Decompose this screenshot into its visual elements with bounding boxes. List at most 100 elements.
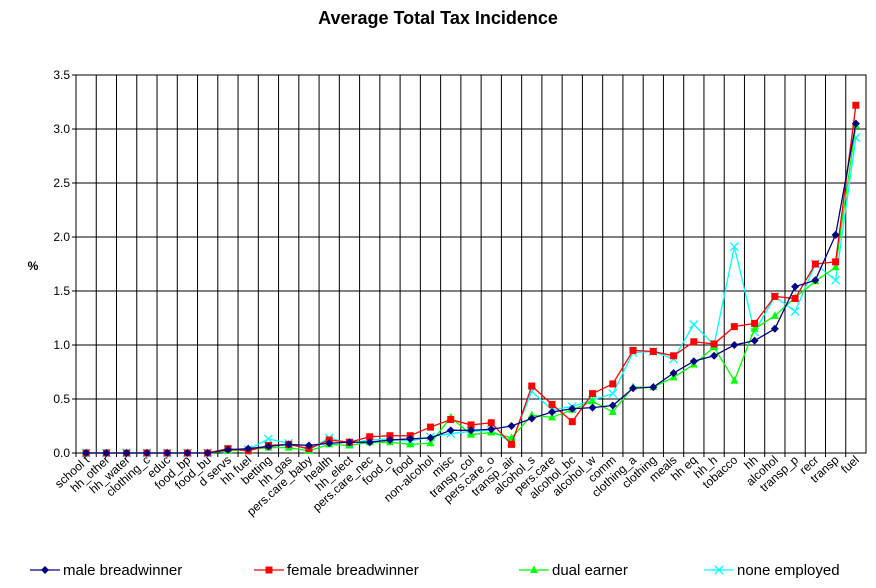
data-point	[265, 566, 273, 574]
data-point	[689, 320, 699, 329]
x-tick-labels: school thh_otherhh_waterclothing_ceducfo…	[52, 452, 862, 518]
data-point	[568, 404, 577, 413]
data-point	[710, 340, 718, 348]
data-point	[426, 433, 435, 442]
data-point	[304, 441, 313, 450]
plot-frame	[75, 74, 867, 454]
data-point	[729, 242, 739, 252]
data-point	[82, 449, 91, 457]
data-point	[548, 412, 557, 421]
series-line	[86, 125, 857, 454]
series-dual-earner	[82, 121, 860, 456]
y-tick-label: 0.0	[53, 446, 70, 460]
data-point	[852, 101, 860, 109]
legend: male breadwinner female breadwinner dual e…	[30, 562, 840, 579]
data-point	[730, 323, 738, 331]
data-point	[608, 401, 617, 410]
data-point	[142, 449, 151, 457]
legend-item: none employed	[704, 562, 840, 579]
data-point	[366, 433, 374, 441]
data-point	[689, 357, 698, 366]
data-point	[629, 346, 637, 354]
series-female-breadwinner	[82, 101, 860, 457]
series-male-breadwinner	[82, 119, 860, 457]
data-point	[527, 414, 536, 423]
axes	[75, 74, 867, 454]
y-tick-label: 2.5	[53, 176, 70, 190]
data-point	[386, 432, 394, 440]
data-point	[832, 258, 840, 266]
legend-item: female breadwinner	[254, 562, 419, 579]
data-point	[183, 449, 192, 457]
data-point	[831, 230, 840, 239]
data-point	[730, 376, 739, 384]
y-tick-label: 0.5	[53, 392, 70, 406]
data-point	[831, 275, 841, 285]
data-point	[790, 307, 800, 316]
data-point	[608, 407, 617, 415]
data-point	[487, 419, 495, 427]
data-point	[750, 324, 759, 332]
data-point	[508, 440, 516, 448]
data-point	[750, 336, 759, 345]
data-point	[710, 351, 719, 360]
data-point	[406, 434, 415, 443]
data-point	[530, 565, 538, 573]
data-point	[447, 416, 455, 424]
data-point	[467, 426, 475, 435]
data-point	[629, 384, 638, 393]
gridlines	[76, 74, 866, 454]
chart-title: Average Total Tax Incidence	[318, 8, 558, 28]
data-point	[426, 438, 435, 447]
legend-label: dual earner	[552, 562, 628, 579]
data-point	[649, 383, 658, 392]
data-point	[811, 276, 820, 285]
data-point	[264, 442, 273, 451]
data-point	[487, 425, 496, 434]
data-point	[528, 382, 536, 390]
y-tick-label: 3.0	[53, 122, 70, 136]
data-point	[608, 389, 618, 399]
data-point	[507, 422, 516, 430]
data-point	[609, 380, 617, 388]
data-point	[690, 338, 698, 346]
data-point	[203, 449, 212, 457]
y-tick-label: 2.0	[53, 230, 70, 244]
series-none-employed	[81, 133, 861, 458]
data-point	[791, 295, 799, 303]
data-point	[223, 445, 232, 454]
data-point	[670, 352, 678, 360]
data-point	[365, 438, 374, 447]
data-point	[284, 440, 293, 449]
data-point	[385, 436, 394, 445]
legend-item: male breadwinner	[30, 562, 182, 579]
data-point	[548, 400, 556, 408]
data-point	[406, 439, 415, 448]
y-tick-label: 1.5	[53, 284, 70, 298]
series-line	[86, 105, 857, 454]
data-point	[102, 449, 111, 457]
data-point	[568, 418, 576, 426]
data-point	[831, 262, 840, 271]
data-point	[771, 292, 779, 300]
data-point	[263, 434, 273, 444]
data-point	[751, 319, 759, 327]
data-point	[811, 260, 819, 268]
data-point	[548, 407, 557, 416]
data-point	[730, 341, 739, 349]
series-line	[86, 137, 857, 454]
data-point	[588, 396, 597, 405]
data-point	[770, 324, 779, 333]
data-point	[714, 565, 724, 575]
legend-item: dual earner	[519, 562, 628, 579]
y-axis-label: %	[28, 259, 39, 273]
data-point	[669, 369, 678, 378]
data-point	[589, 390, 597, 398]
data-point	[588, 403, 597, 412]
data-point	[41, 566, 49, 574]
x-tick-label: fuel	[838, 453, 862, 476]
data-point	[325, 439, 334, 448]
legend-label: female breadwinner	[287, 562, 419, 579]
y-tick-labels: 0.0 0.5 1.0 1.5 2.0 2.5 3.0 3.5	[53, 68, 76, 460]
data-point	[851, 119, 860, 128]
